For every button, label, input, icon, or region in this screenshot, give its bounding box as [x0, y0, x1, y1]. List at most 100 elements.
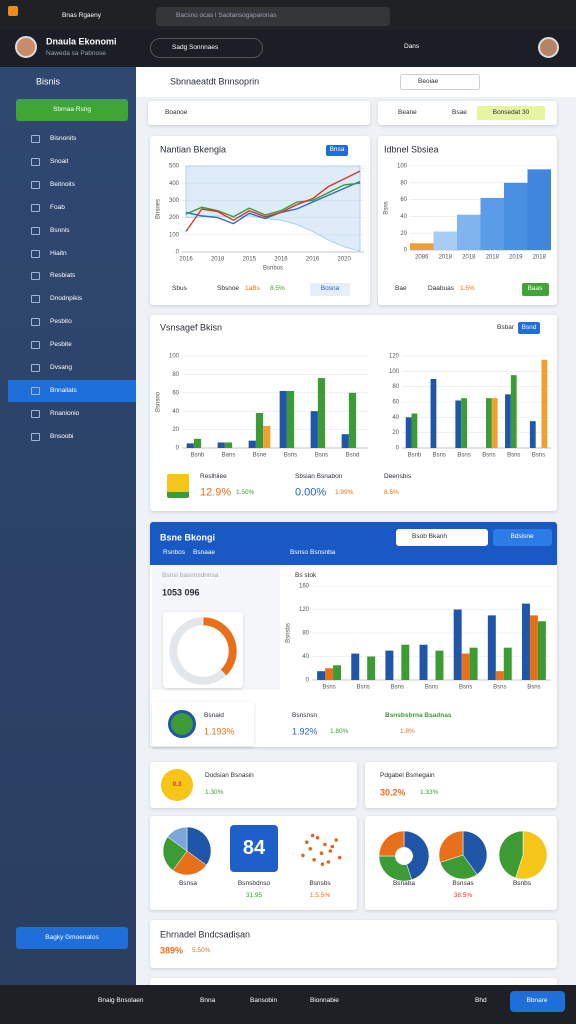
x-tick-label: 2018	[486, 255, 500, 261]
avatar-right[interactable]	[538, 37, 559, 58]
avatar[interactable]	[15, 36, 37, 58]
filter-left[interactable]	[148, 101, 370, 125]
search-text[interactable]: Bsob Bkanh	[412, 532, 448, 540]
stat-value: 1.99%	[335, 488, 354, 496]
topbar-search[interactable]	[400, 74, 480, 90]
sidebar-item[interactable]: Dvsang	[50, 363, 73, 371]
y-tick-label: 0	[306, 678, 310, 684]
line	[185, 170, 361, 232]
topbar-search-text[interactable]: Beoiae	[418, 77, 439, 85]
tab[interactable]: Bsnso	[290, 548, 309, 556]
sidebar-item[interactable]: Foab	[50, 203, 65, 211]
filter-text[interactable]: Bsae	[452, 108, 467, 116]
donut-chart	[168, 616, 238, 686]
y-tick-label: 20	[172, 427, 179, 433]
topbar	[136, 67, 576, 97]
sidebar-item[interactable]: Pesbite	[50, 340, 72, 348]
bars-button[interactable]	[518, 322, 540, 334]
steps-action[interactable]	[522, 283, 549, 296]
sidebar-footer-text[interactable]: Bagky Gmoenatos	[45, 933, 99, 941]
account-name[interactable]: Dans	[404, 42, 420, 50]
x-tick-label: Bsns	[433, 453, 446, 459]
taskbar-item[interactable]: Bnna	[200, 996, 216, 1004]
sidebar-item[interactable]: Resbiats	[50, 272, 76, 280]
filter-badge[interactable]	[477, 106, 545, 120]
filter-text[interactable]: Beane	[398, 108, 417, 116]
taskbar-button-text[interactable]: Bbnare	[526, 996, 548, 1004]
active-row	[8, 379, 136, 402]
x-tick-label: Bsns	[357, 685, 370, 691]
footer-text: 1aBs	[245, 284, 260, 292]
sidebar-title: Bisnis	[36, 76, 61, 87]
line	[185, 182, 361, 218]
sidebar-item[interactable]: Bisnonits	[50, 134, 77, 142]
sidebar-item[interactable]: Bnnailats	[50, 386, 77, 394]
caption-value: 31.95	[245, 891, 263, 899]
stat-label: Bsnsnsn	[292, 711, 317, 719]
sidebar-button-text[interactable]: Sbrnaa Rsng	[53, 105, 91, 113]
taskbar-status: Bhd	[475, 996, 487, 1004]
taskbar-item[interactable]: Bnaig Bnsolaen	[98, 996, 144, 1004]
x-tick-label: Bsnd	[346, 453, 360, 459]
bar	[367, 656, 376, 680]
bar	[193, 438, 202, 448]
bar	[433, 231, 457, 250]
app-subtitle: Naweda sa Pabnose	[46, 49, 106, 57]
taskbar-button[interactable]	[510, 991, 565, 1012]
sidebar-item[interactable]: Bsnnis	[50, 226, 70, 234]
sidebar-item[interactable]: Beitnoits	[50, 180, 75, 188]
card-title: Bsne Bkongi	[160, 532, 216, 543]
y-tick-label: 0	[176, 446, 180, 452]
tab-title[interactable]: Bnas Rgaeny	[62, 11, 102, 19]
x-tick-label: 2016	[306, 257, 320, 263]
action-text[interactable]: Bosna	[320, 284, 340, 292]
stock-button[interactable]	[493, 529, 552, 546]
y-axis-label: Bsnsno	[156, 391, 162, 412]
card-title: Ehrnadel Bndcsadisan	[160, 929, 251, 940]
tile	[230, 825, 278, 872]
taskbar-item[interactable]: Bansobin	[250, 996, 278, 1004]
address-bar[interactable]	[156, 7, 390, 26]
sidebar-item[interactable]: Pesbito	[50, 317, 72, 325]
sidebar-item[interactable]: Dnodnpikis	[50, 295, 83, 303]
stat-label: Bsnaid	[204, 711, 224, 719]
trend-action[interactable]	[310, 283, 350, 296]
sidebar-item[interactable]: Rnanionio	[50, 409, 80, 417]
tab[interactable]: Rsnbos	[163, 548, 186, 556]
x-tick-label: Bsnb	[408, 453, 422, 459]
address-text[interactable]: Bacsnu ocas l Saotansogaparonas	[176, 11, 277, 19]
button-text[interactable]: Bnsa	[329, 145, 345, 153]
point	[328, 849, 333, 853]
sidebar-button[interactable]	[16, 99, 128, 121]
action-text[interactable]: Baas	[527, 284, 543, 292]
bar	[529, 421, 536, 448]
tab[interactable]: Bsnsnba	[310, 548, 336, 556]
card-title: Pdgabel Bsmegain	[380, 771, 435, 779]
x-tick-label: 2018	[533, 255, 547, 261]
card-value: 5.50%	[192, 946, 211, 954]
filter-text[interactable]: Bsbar	[497, 323, 514, 331]
badge-text[interactable]: Bonsedat 30	[492, 108, 530, 116]
y-tick-label: 120	[389, 354, 400, 360]
bar	[537, 621, 546, 680]
tab[interactable]: Bsnaae	[193, 548, 216, 556]
bar	[486, 398, 492, 448]
point	[330, 844, 335, 849]
y-tick-label: 60	[392, 400, 399, 406]
sidebar-item[interactable]: Bnsoobi	[50, 432, 74, 440]
filter-text[interactable]: Boanoe	[165, 108, 188, 116]
bar	[341, 434, 349, 448]
button-text[interactable]: Bdsisne	[510, 532, 534, 540]
stock-search[interactable]	[396, 529, 488, 546]
sidebar-item[interactable]: Hiaitn	[50, 249, 67, 257]
taskbar-item[interactable]: Bionnabie	[310, 996, 339, 1004]
bar	[351, 653, 360, 680]
card-title: Dodsian Bsnasin	[205, 771, 254, 779]
search-text[interactable]: Sadg Sonnnaes	[172, 43, 219, 51]
sidebar-item[interactable]: Snoait	[50, 157, 69, 165]
pie-slice	[172, 850, 207, 876]
header-search[interactable]	[150, 38, 263, 58]
button-text[interactable]: Bsnd	[521, 323, 537, 331]
sidebar-footer-button[interactable]	[16, 927, 128, 949]
trend-button[interactable]	[326, 145, 348, 156]
